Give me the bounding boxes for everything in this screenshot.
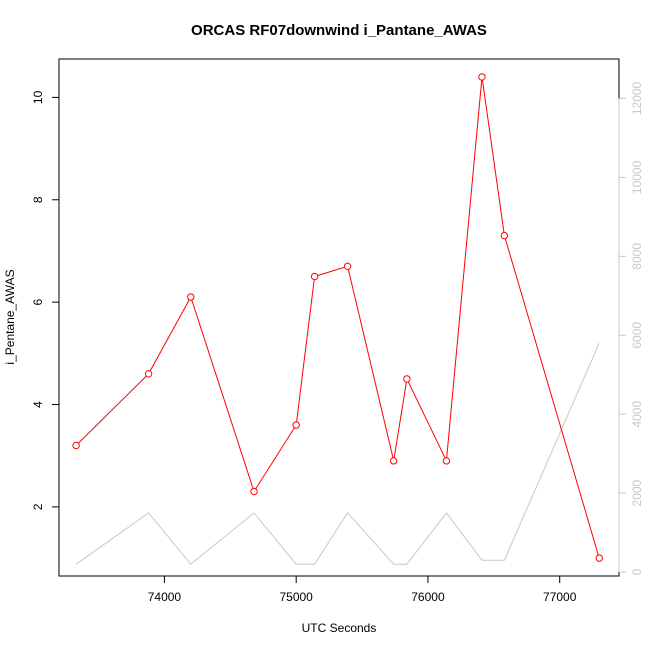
data-point	[144, 370, 153, 378]
y-tick-label: 6	[31, 298, 45, 305]
y2-tick-label: 12000	[630, 81, 644, 115]
x-axis-label: UTC Seconds	[302, 621, 377, 635]
y-tick-label: 2	[31, 503, 45, 510]
y2-tick-label: 6000	[630, 322, 644, 349]
data-point	[500, 231, 509, 240]
data-point	[72, 441, 80, 450]
plot-frame	[58, 58, 620, 577]
data-point	[442, 457, 451, 465]
data-point	[595, 554, 603, 562]
y2-tick-label: 4000	[630, 401, 644, 428]
y2-tick-label: 10000	[630, 160, 644, 194]
data-point	[389, 457, 398, 465]
data-point	[343, 262, 352, 271]
x-tick-label: 77000	[543, 590, 577, 604]
data-point	[187, 293, 195, 301]
y-axis: 2 4 6 8 10	[31, 90, 60, 510]
y2-tick-label: 8000	[630, 243, 644, 270]
series-layer	[72, 73, 603, 565]
x-axis: 74000 75000 76000 77000	[148, 575, 577, 604]
data-point	[250, 487, 258, 496]
data-point	[292, 421, 300, 429]
series-line-left	[75, 76, 600, 559]
x-tick-label: 76000	[411, 590, 445, 604]
data-point	[403, 375, 411, 383]
data-point	[310, 272, 319, 281]
x-tick-label: 75000	[279, 590, 313, 604]
data-point	[478, 73, 486, 81]
y-tick-label: 8	[31, 196, 45, 203]
y-tick-label: 4	[31, 401, 45, 408]
y2-tick-label: 0	[630, 568, 644, 575]
series-line-right	[75, 342, 600, 565]
y2-axis: 0 2000 4000 6000 8000 10000 12000	[618, 81, 644, 575]
y2-tick-label: 2000	[630, 479, 644, 506]
chart-title: ORCAS RF07downwind i_Pantane_AWAS	[191, 22, 487, 39]
y-tick-label: 10	[31, 90, 45, 104]
x-tick-label: 74000	[148, 590, 182, 604]
y-axis-label: i_Pentane_AWAS	[3, 269, 17, 364]
